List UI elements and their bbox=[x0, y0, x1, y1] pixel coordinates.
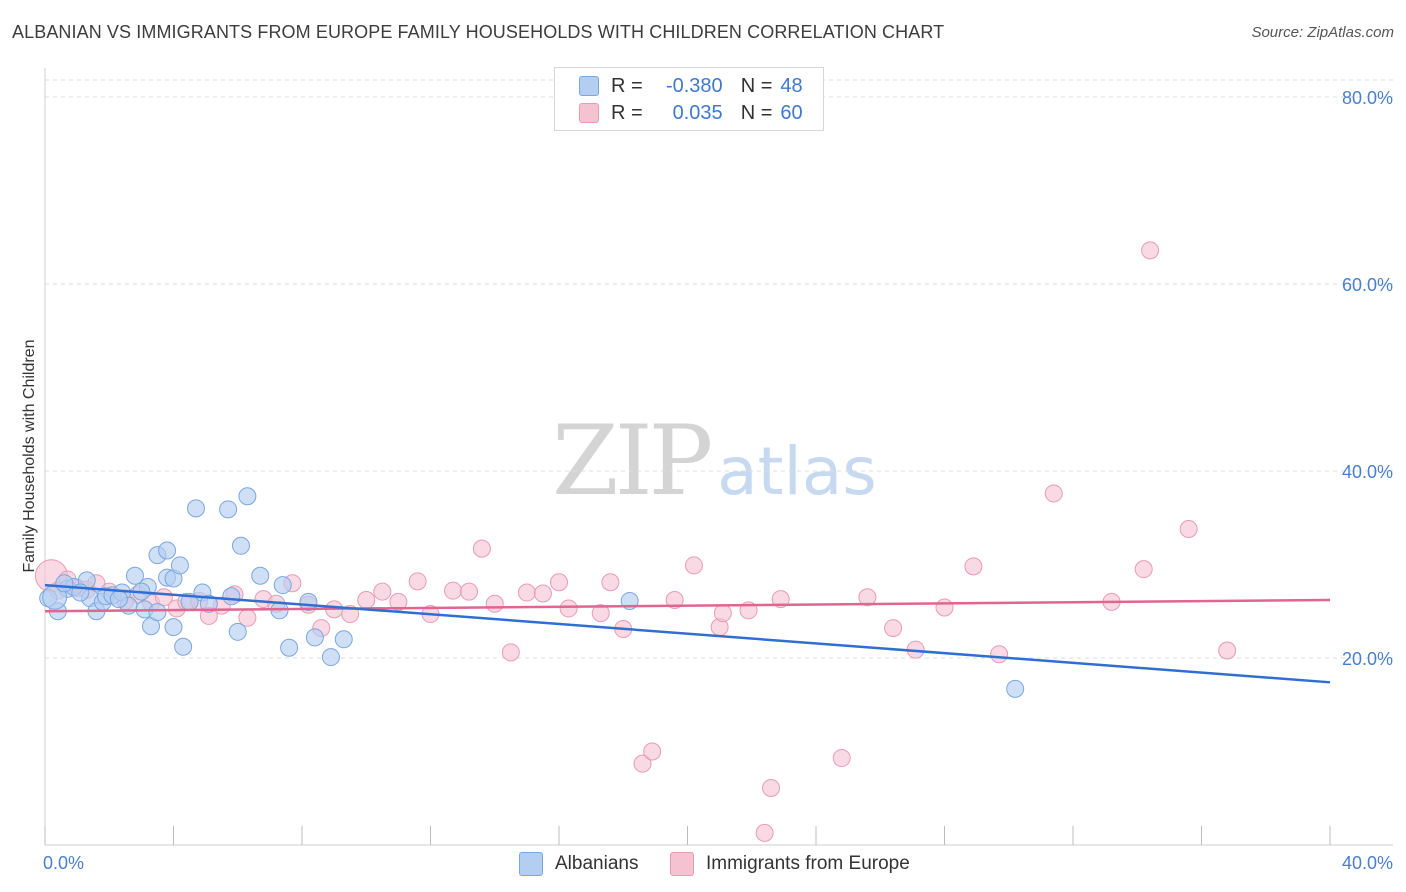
immigrants-point bbox=[832, 749, 851, 768]
albanians-point bbox=[186, 499, 205, 518]
immigrants-point bbox=[443, 581, 462, 600]
r-label: R = bbox=[611, 74, 643, 97]
trend-lines bbox=[44, 583, 1331, 684]
immigrants-trend-line bbox=[44, 598, 1331, 613]
albanians-point bbox=[170, 556, 189, 575]
y-tick-label: 20.0% bbox=[1342, 649, 1393, 669]
n-label: N = bbox=[740, 74, 773, 97]
immigrants-legend-label: Immigrants from Europe bbox=[706, 853, 910, 874]
immigrants-point bbox=[1134, 560, 1153, 579]
albanians-point bbox=[280, 638, 299, 657]
chart-title: ALBANIAN VS IMMIGRANTS FROM EUROPE FAMIL… bbox=[12, 22, 945, 42]
immigrants-point bbox=[485, 594, 504, 613]
albanians-point bbox=[148, 603, 167, 622]
immigrants-point bbox=[559, 599, 578, 618]
immigrants-point bbox=[550, 573, 568, 592]
immigrants-point bbox=[1044, 484, 1063, 503]
y-tick-label: 60.0% bbox=[1342, 275, 1393, 295]
immigrants-point bbox=[357, 591, 376, 610]
immigrants-point bbox=[990, 645, 1009, 664]
albanians-point bbox=[231, 536, 250, 555]
albanians-trend-line bbox=[44, 583, 1331, 684]
axes bbox=[44, 68, 1393, 846]
immigrants-point bbox=[373, 582, 392, 601]
n-value: 48 bbox=[780, 74, 803, 97]
immigrants-point bbox=[591, 604, 610, 623]
albanians-point bbox=[321, 648, 340, 667]
albanians-point bbox=[251, 566, 270, 585]
tick-labels: 20.0% 40.0% 60.0% 80.0% 0.0% 40.0% bbox=[43, 88, 1393, 873]
albanians-legend-label: Albanians bbox=[555, 853, 639, 874]
immigrants-point bbox=[665, 591, 684, 610]
immigrants-point bbox=[755, 823, 774, 842]
albanians-point bbox=[273, 576, 292, 595]
immigrants-point bbox=[501, 643, 520, 662]
gridlines bbox=[45, 79, 1393, 659]
r-label: R = bbox=[611, 101, 643, 124]
immigrants-point bbox=[1179, 519, 1198, 538]
immigrants-point bbox=[472, 539, 491, 558]
watermark: ZIP atlas bbox=[552, 405, 877, 517]
albanians-point bbox=[55, 574, 74, 593]
watermark-zip: ZIP bbox=[552, 405, 713, 517]
albanians-point bbox=[1006, 679, 1025, 698]
y-axis-title: Family Households with Children bbox=[21, 340, 38, 573]
albanians-point bbox=[222, 587, 241, 606]
legend-item-albanians: Albanians bbox=[519, 851, 638, 877]
n-label: N = bbox=[740, 101, 773, 124]
albanians-point bbox=[334, 630, 353, 649]
albanians-swatch bbox=[579, 76, 599, 96]
source-credit: Source: ZipAtlas.com bbox=[1251, 24, 1394, 41]
albanians-point bbox=[109, 590, 128, 609]
albanians-point bbox=[199, 594, 218, 613]
immigrants-point bbox=[517, 583, 536, 602]
r-value: -0.380 bbox=[665, 74, 723, 97]
immigrants-point bbox=[713, 604, 732, 623]
x-tick-label: 40.0% bbox=[1342, 853, 1393, 873]
albanians-point bbox=[219, 500, 238, 519]
albanians-point bbox=[164, 618, 183, 637]
immigrants-point bbox=[601, 573, 620, 592]
immigrants-points bbox=[34, 241, 1237, 842]
legend-row-albanians: R = -0.380 N = 48 bbox=[579, 73, 803, 99]
y-tick-label: 40.0% bbox=[1342, 462, 1393, 482]
immigrants-point bbox=[460, 582, 479, 601]
immigrants-point bbox=[633, 754, 652, 773]
albanians-point bbox=[174, 637, 193, 656]
albanians-legend-swatch bbox=[519, 852, 543, 876]
immigrants-point bbox=[858, 588, 877, 607]
immigrants-point bbox=[408, 572, 427, 591]
albanians-point bbox=[238, 487, 257, 506]
y-tick-label: 80.0% bbox=[1342, 88, 1393, 108]
immigrants-point bbox=[533, 584, 552, 603]
legend-row-immigrants: R = 0.035 N = 60 bbox=[579, 100, 803, 126]
immigrants-point bbox=[762, 778, 781, 797]
immigrants-point bbox=[684, 556, 703, 575]
immigrants-point bbox=[935, 598, 954, 617]
albanians-point bbox=[158, 541, 177, 560]
immigrants-point bbox=[643, 742, 662, 761]
n-value: 60 bbox=[780, 101, 803, 124]
r-value: 0.035 bbox=[672, 101, 723, 124]
immigrants-point bbox=[389, 592, 408, 611]
immigrants-point bbox=[771, 590, 790, 609]
immigrants-point bbox=[1218, 641, 1237, 660]
immigrants-swatch bbox=[579, 103, 599, 123]
immigrants-point bbox=[964, 557, 983, 576]
immigrants-point bbox=[1141, 241, 1160, 260]
immigrants-point bbox=[884, 619, 903, 638]
correlation-legend: R = -0.380 N = 48 R = 0.035 N = 60 bbox=[554, 67, 824, 131]
albanians-point bbox=[305, 628, 324, 647]
albanians-point bbox=[125, 566, 144, 585]
x-tick-label: 0.0% bbox=[43, 853, 84, 873]
legend-item-immigrants: Immigrants from Europe bbox=[670, 851, 910, 877]
albanians-point bbox=[228, 622, 247, 641]
immigrants-legend-swatch bbox=[670, 852, 694, 876]
